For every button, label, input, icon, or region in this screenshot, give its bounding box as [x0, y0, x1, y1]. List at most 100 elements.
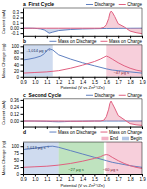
tick-mark	[21, 121, 24, 122]
series-area	[23, 101, 142, 125]
tick-mark	[21, 153, 24, 154]
annotation: ~47 μg s	[113, 70, 129, 75]
y-axis: 020406080100	[11, 44, 23, 79]
x-tick	[142, 36, 143, 39]
x-tick	[35, 127, 36, 130]
x-tick: 1.8	[127, 77, 134, 85]
series-line	[23, 28, 142, 33]
y-axis-title: Mass Change (ng)	[1, 43, 6, 78]
tick-mark	[21, 160, 24, 161]
tick-mark	[142, 36, 143, 39]
legend: Mass on DischargeMass on ChargeEndBegin	[49, 130, 142, 142]
legend-entry: Mass on Discharge	[49, 39, 97, 44]
x-tick	[35, 36, 36, 39]
tick-mark	[21, 100, 24, 101]
chart-svg: a First CycleDischargeCharge-0.10.000.10…	[0, 0, 147, 189]
legend-label: Mass on Discharge	[58, 39, 97, 44]
y-tick: 0.00	[10, 26, 23, 31]
y-axis: -0.10.000.10.20.3	[10, 9, 23, 37]
y-tick: 0.2	[13, 15, 23, 20]
tick-label: 1.3	[68, 80, 75, 85]
tick-mark	[35, 36, 36, 39]
legend-label: Charge	[127, 2, 142, 7]
legend-label: Charge	[127, 93, 142, 98]
legend: Discharge Charge	[86, 2, 143, 7]
x-tick: 0.9	[20, 174, 27, 182]
tick-label: 1.8	[127, 177, 134, 182]
tick-label: 0.00	[10, 119, 19, 124]
y-tick: 75	[14, 151, 23, 156]
tick-label: 0.12	[10, 112, 19, 117]
tick-label: 0.9	[20, 80, 27, 85]
legend-label: End	[110, 136, 119, 141]
legend-swatch	[100, 132, 107, 133]
frame	[23, 8, 142, 9]
tick-label: 1.3	[68, 177, 75, 182]
legend: Mass on Discharge Mass on Charge	[49, 39, 142, 44]
x-axis-title: Potential (V vs Zn²⁺/Zn)	[60, 85, 105, 90]
y-tick: 25	[14, 165, 23, 170]
x-tick: 1.4	[80, 174, 87, 182]
x-tick: 1.0	[32, 174, 39, 182]
x-tick: 1.6	[104, 77, 111, 85]
legend-swatch	[49, 132, 56, 133]
axis-line	[23, 9, 24, 37]
tick-label: 1.6	[104, 80, 111, 85]
tick-mark	[21, 17, 24, 18]
panel: 0204060801000.91.01.11.21.31.41.51.61.71…	[11, 44, 146, 84]
legend-entry: Begin	[122, 136, 143, 141]
x-tick: 1.8	[127, 174, 134, 182]
panel-title: c Second Cycle	[23, 92, 62, 98]
frame	[23, 44, 142, 45]
x-tick: 1.7	[116, 77, 123, 85]
tick-label: 0.00	[10, 26, 19, 31]
x-tick	[106, 36, 107, 39]
tick-label: 0	[16, 75, 19, 80]
tick-label: 100	[11, 144, 19, 149]
x-tick: 1.9	[139, 174, 146, 182]
y-tick: 50	[14, 158, 23, 163]
x-tick: 1.3	[68, 174, 75, 182]
tick-label: 0.1	[13, 21, 20, 26]
x-tick: 0.9	[20, 77, 27, 85]
y-axis-title: Current (mA)	[1, 100, 6, 125]
tick-label: 0.36	[10, 98, 19, 103]
tick-label: 1.4	[80, 80, 87, 85]
tick-mark	[142, 127, 143, 130]
tick-mark	[21, 65, 24, 66]
tick-mark	[47, 36, 48, 39]
tick-mark	[106, 36, 107, 39]
legend-entry: Charge	[119, 2, 143, 7]
legend-swatch	[100, 41, 107, 42]
panel: -0.10.000.10.20.3	[10, 8, 142, 38]
tick-mark	[21, 23, 24, 24]
frame	[23, 142, 142, 143]
tick-label: 0.9	[20, 177, 27, 182]
legend-label: Mass on Discharge	[58, 130, 97, 135]
tick-mark	[21, 12, 24, 13]
legend-entry: Discharge	[86, 2, 115, 7]
tick-label: 1.7	[116, 177, 123, 182]
y-tick: 100	[11, 144, 23, 149]
tick-label: 75	[14, 151, 20, 156]
x-tick	[106, 127, 107, 130]
legend-label: Mass on Charge	[109, 39, 143, 44]
x-tick: 1.6	[104, 174, 111, 182]
panel-title: d	[23, 129, 26, 135]
tick-label: 1.6	[104, 177, 111, 182]
x-tick: 1.5	[92, 77, 99, 85]
panel: 02550751000.91.01.11.21.31.41.51.61.71.8…	[11, 142, 146, 182]
tick-label: -0.1	[11, 31, 19, 36]
panel-title: b	[23, 38, 26, 44]
axis-line	[23, 99, 24, 127]
y-tick: 0.1	[13, 21, 23, 26]
x-axis: 0.91.01.11.21.31.41.51.61.71.81.9	[20, 77, 146, 85]
tick-label: 0.2	[13, 15, 20, 20]
axis-line	[23, 143, 24, 175]
y-tick: 100	[11, 44, 23, 49]
x-tick	[47, 127, 48, 130]
x-tick: 1.4	[80, 77, 87, 85]
tick-label: 100	[11, 44, 19, 49]
plot-area	[23, 45, 142, 77]
x-tick	[47, 36, 48, 39]
